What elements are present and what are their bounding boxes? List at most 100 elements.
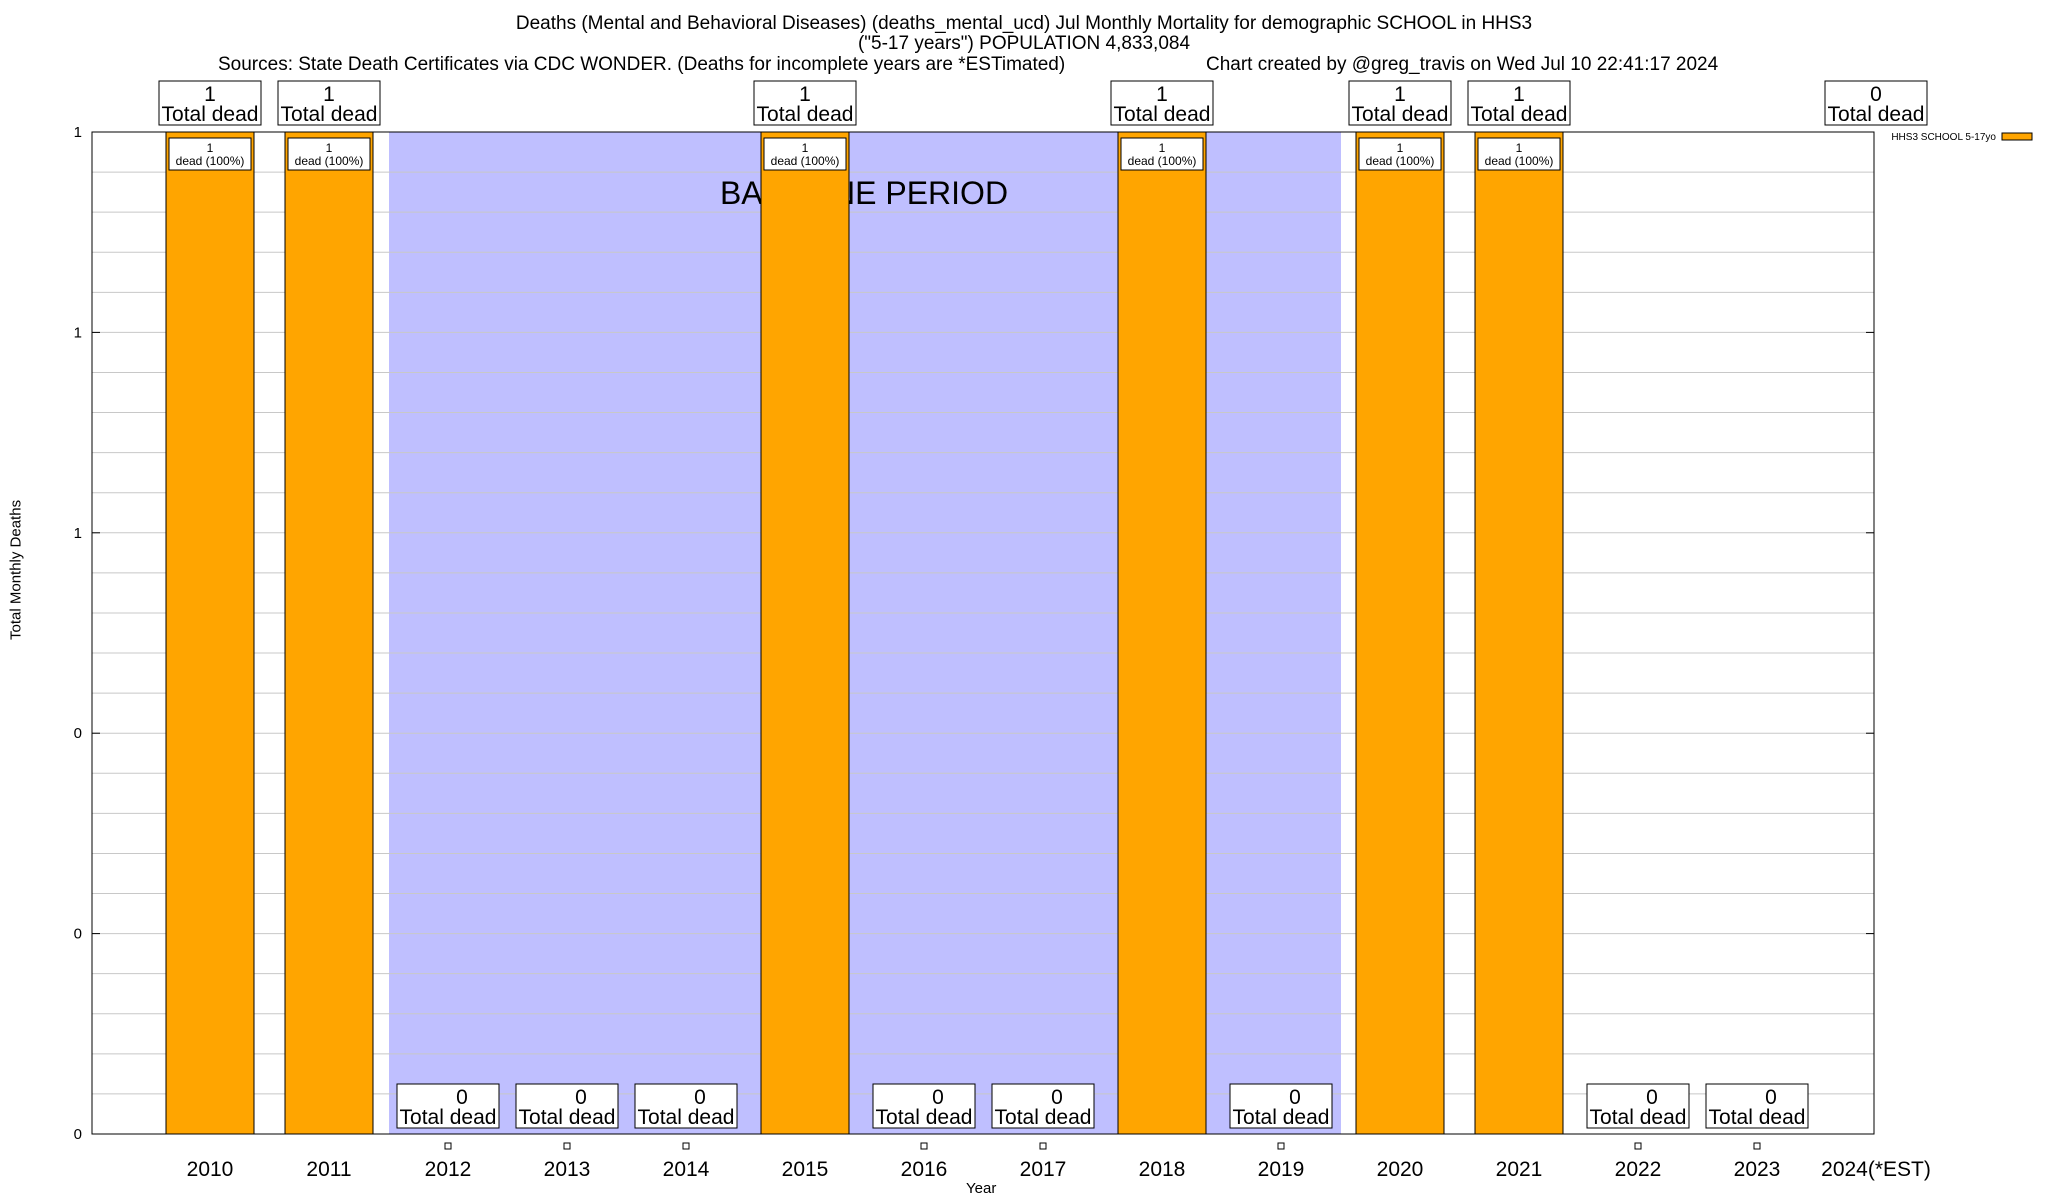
top-total-text: Total dead (757, 103, 854, 126)
bar-2015 (760, 131, 850, 1135)
x-axis-label: Year (966, 1180, 997, 1197)
y-tick-label: 0 (74, 1126, 82, 1143)
bar-label-count: 1 (1159, 141, 1166, 155)
x-tick-label: 2022 (1615, 1158, 1662, 1181)
top-total-box (753, 80, 857, 126)
plot-frame (91, 131, 1875, 1135)
x-tick-label: 2010 (187, 1158, 234, 1181)
bar-label-pct: dead (100%) (1485, 154, 1554, 168)
bottom-total-count: 0 (575, 1086, 587, 1109)
zero-marker (563, 1142, 571, 1150)
bottom-total-text: Total dead (995, 1106, 1092, 1129)
y-axis-label: Total Monthly Deaths (7, 499, 25, 640)
bottom-total-count: 0 (1289, 1086, 1301, 1109)
zero-marker (1039, 1142, 1047, 1150)
bar-label-pct: dead (100%) (771, 154, 840, 168)
bottom-total-count: 0 (456, 1086, 468, 1109)
top-total-box (158, 80, 262, 126)
chart-sources: Sources: State Death Certificates via CD… (218, 54, 1066, 75)
x-tick-label: 2018 (1139, 1158, 1186, 1181)
top-total-count: 1 (799, 83, 811, 106)
bottom-total-box (1586, 1083, 1690, 1129)
bottom-total-text: Total dead (519, 1106, 616, 1129)
x-tick-label: 2016 (901, 1158, 948, 1181)
top-total-text: Total dead (1471, 103, 1568, 126)
x-tick-label: 2017 (1020, 1158, 1067, 1181)
bottom-total-count: 0 (694, 1086, 706, 1109)
bar-label-count: 1 (207, 141, 214, 155)
bar-2018 (1117, 131, 1207, 1135)
top-total-box (1467, 80, 1571, 126)
bottom-total-box (872, 1083, 976, 1129)
top-total-count: 1 (1156, 83, 1168, 106)
x-tick-label: 2014 (663, 1158, 710, 1181)
x-tick-label: 2019 (1258, 1158, 1305, 1181)
legend-label: HHS3 SCHOOL 5-17yo (1891, 132, 1996, 143)
top-total-text: Total dead (281, 103, 378, 126)
bar-label-count: 1 (1397, 141, 1404, 155)
bottom-total-count: 0 (1051, 1086, 1063, 1109)
zero-marker (920, 1142, 928, 1150)
chart-title-line2: ("5-17 years") POPULATION 4,833,084 (857, 33, 1191, 54)
top-total-count: 1 (323, 83, 335, 106)
bottom-total-text: Total dead (876, 1106, 973, 1129)
bottom-total-box (1229, 1083, 1333, 1129)
x-tick-label: 2013 (544, 1158, 591, 1181)
bar-label-box (763, 137, 847, 171)
top-total-count: 1 (1394, 83, 1406, 106)
x-tick-label: 2020 (1377, 1158, 1424, 1181)
x-tick-label: 2023 (1734, 1158, 1781, 1181)
top-total-text: Total dead (1114, 103, 1211, 126)
bar-label-pct: dead (100%) (1366, 154, 1435, 168)
bottom-total-text: Total dead (1233, 1106, 1330, 1129)
bottom-total-text: Total dead (1709, 1106, 1806, 1129)
bottom-total-count: 0 (1765, 1086, 1777, 1109)
bar-label-box (1358, 137, 1442, 171)
chart-title-line1: Deaths (Mental and Behavioral Diseases) … (515, 13, 1533, 34)
bottom-total-count: 0 (932, 1086, 944, 1109)
bottom-total-count: 0 (1646, 1086, 1658, 1109)
y-tick-label: 1 (74, 124, 82, 141)
chart-credit: Chart created by @greg_travis on Wed Jul… (1206, 54, 1719, 75)
top-total-box (1110, 80, 1214, 126)
top-total-count: 1 (204, 83, 216, 106)
y-tick-label: 0 (74, 725, 82, 742)
bottom-total-box (396, 1083, 500, 1129)
bottom-total-box (991, 1083, 1095, 1129)
bar-label-box (1120, 137, 1204, 171)
x-tick-label: 2015 (782, 1158, 829, 1181)
zero-marker (1753, 1142, 1761, 1150)
top-total-text: Total dead (1828, 103, 1925, 126)
y-tick-label: 1 (74, 324, 82, 341)
bar-label-count: 1 (802, 141, 809, 155)
bar-label-count: 1 (326, 141, 333, 155)
bar-label-pct: dead (100%) (295, 154, 364, 168)
x-tick-label: 2012 (425, 1158, 472, 1181)
bar-2020 (1355, 131, 1445, 1135)
bar-label-pct: dead (100%) (1128, 154, 1197, 168)
bar-label-box (1477, 137, 1561, 171)
bottom-total-box (1705, 1083, 1809, 1129)
top-total-text: Total dead (1352, 103, 1449, 126)
legend-swatch (2001, 132, 2033, 141)
bar-label-box (287, 137, 371, 171)
bar-2021 (1474, 131, 1564, 1135)
x-tick-label: 2021 (1496, 1158, 1543, 1181)
bottom-total-box (634, 1083, 738, 1129)
bottom-total-text: Total dead (400, 1106, 497, 1129)
y-tick-label: 0 (74, 926, 82, 943)
y-tick-label: 1 (74, 525, 82, 542)
top-total-box (1348, 80, 1452, 126)
x-tick-label: 2011 (306, 1158, 351, 1181)
zero-marker (444, 1142, 452, 1150)
bottom-total-text: Total dead (638, 1106, 735, 1129)
bar-2010 (165, 131, 255, 1135)
bar-2011 (284, 131, 374, 1135)
zero-marker (1277, 1142, 1285, 1150)
top-total-text: Total dead (162, 103, 259, 126)
bar-label-pct: dead (100%) (176, 154, 245, 168)
x-tick-label: 2024(*EST) (1821, 1158, 1931, 1181)
top-total-box (277, 80, 381, 126)
zero-marker (682, 1142, 690, 1150)
